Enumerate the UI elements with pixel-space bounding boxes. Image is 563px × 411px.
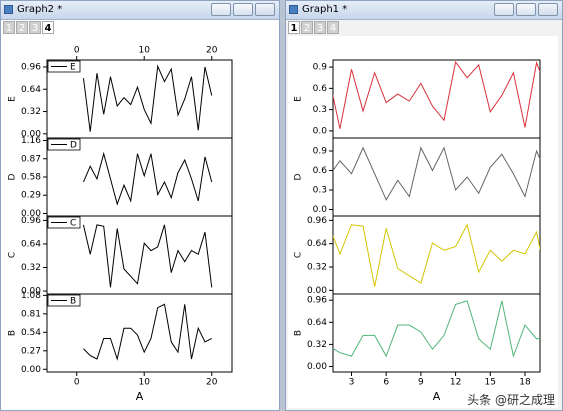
series-line: [83, 151, 213, 206]
window-title: Graph1 *: [302, 4, 348, 15]
y-tick-label: 1.08: [21, 291, 41, 301]
restore-button[interactable]: [233, 3, 253, 16]
y-tick-label: 0.0: [313, 126, 328, 136]
legend-label: E: [70, 63, 76, 73]
x-axis-label: A: [136, 390, 144, 403]
title-bar: Graph2 *: [1, 1, 279, 20]
x-tick-label: 15: [485, 378, 496, 388]
x-tick-label: 0: [74, 378, 80, 388]
layer-tab[interactable]: 2: [16, 21, 28, 34]
y-axis-label: C: [8, 252, 18, 258]
layer-tab[interactable]: 1: [3, 21, 15, 34]
series-line: [333, 300, 540, 358]
minimize-button[interactable]: [494, 3, 514, 16]
x-tick-label: 9: [418, 378, 424, 388]
layer-tab[interactable]: 3: [314, 21, 326, 34]
y-tick-label: 0.00: [307, 362, 327, 372]
watermark: 头条 @研之成理: [467, 393, 555, 407]
x-tick-label: 12: [450, 378, 461, 388]
y-tick-label: 0.64: [21, 85, 41, 95]
close-button[interactable]: [538, 3, 558, 16]
layer-tab[interactable]: 4: [327, 21, 339, 34]
y-axis-label: E: [8, 96, 18, 102]
y-tick-label: 0.6: [313, 84, 328, 94]
plot-frame: [332, 293, 541, 373]
layer-tab[interactable]: 1: [288, 21, 300, 34]
y-axis-label: E: [294, 96, 304, 102]
x-tick-label: 20: [206, 378, 218, 388]
y-tick-label: 0.00: [307, 286, 327, 296]
series-line: [333, 223, 540, 287]
y-tick-label: 0.00: [21, 129, 41, 139]
y-axis-label: B: [294, 330, 304, 336]
y-tick-label: 0.64: [307, 318, 327, 328]
y-tick-label: 0.9: [313, 63, 328, 73]
series-line: [82, 64, 213, 132]
x-tick-label-top: 20: [206, 46, 218, 56]
legend-label: C: [70, 219, 76, 229]
x-axis-label: A: [433, 390, 441, 403]
y-tick-label: 0.0: [313, 205, 328, 215]
y-tick-label: 0.96: [21, 216, 41, 226]
legend-label: D: [70, 141, 77, 151]
series-line: [333, 146, 540, 201]
x-tick-label: 18: [519, 378, 531, 388]
y-tick-label: 0.3: [313, 105, 327, 115]
y-tick-label: 0.64: [21, 239, 41, 249]
y-tick-label: 0.00: [21, 209, 41, 219]
y-tick-label: 0.32: [307, 263, 327, 273]
y-tick-label: 0.9: [313, 147, 328, 157]
plot-frame: [46, 293, 233, 373]
layer-tab[interactable]: 4: [42, 21, 54, 34]
y-axis-label: C: [294, 252, 304, 258]
x-tick-label: 10: [138, 378, 150, 388]
y-tick-label: 0.6: [313, 166, 328, 176]
y-tick-label: 0.96: [307, 216, 327, 226]
legend-label: B: [70, 297, 76, 307]
title-bar: Graph1 *: [286, 1, 562, 20]
y-axis-label: B: [8, 330, 18, 336]
layer-tab[interactable]: 3: [29, 21, 41, 34]
x-tick-label: 3: [349, 378, 355, 388]
window-title: Graph2 *: [17, 4, 63, 15]
restore-button[interactable]: [516, 3, 536, 16]
layer-tab[interactable]: 2: [301, 21, 313, 34]
y-axis-label: D: [8, 173, 18, 180]
series-line: [82, 224, 213, 288]
minimize-button[interactable]: [211, 3, 231, 16]
y-axis-label: D: [294, 173, 304, 180]
y-tick-label: 0.96: [307, 296, 327, 306]
x-tick-label: 6: [383, 378, 389, 388]
y-tick-label: 0.58: [21, 173, 41, 183]
x-tick-label-top: 10: [138, 46, 150, 56]
y-tick-label: 0.00: [21, 287, 41, 297]
close-button[interactable]: [255, 3, 275, 16]
y-tick-label: 0.87: [21, 154, 41, 164]
y-tick-label: 0.64: [307, 239, 327, 249]
y-tick-label: 0.96: [21, 62, 41, 72]
y-tick-label: 0.81: [21, 309, 41, 319]
y-tick-label: 0.27: [21, 346, 41, 356]
y-tick-label: 0.29: [21, 191, 41, 201]
x-tick-label-top: 0: [74, 46, 80, 56]
y-tick-label: 0.00: [21, 365, 41, 375]
y-tick-label: 0.3: [313, 186, 327, 196]
y-tick-label: 0.32: [21, 263, 41, 273]
y-tick-label: 0.32: [307, 340, 327, 350]
series-line: [83, 303, 212, 361]
y-tick-label: 1.16: [21, 136, 41, 146]
y-tick-label: 0.54: [21, 328, 41, 338]
y-tick-label: 0.32: [21, 107, 41, 117]
series-line: [333, 60, 540, 129]
